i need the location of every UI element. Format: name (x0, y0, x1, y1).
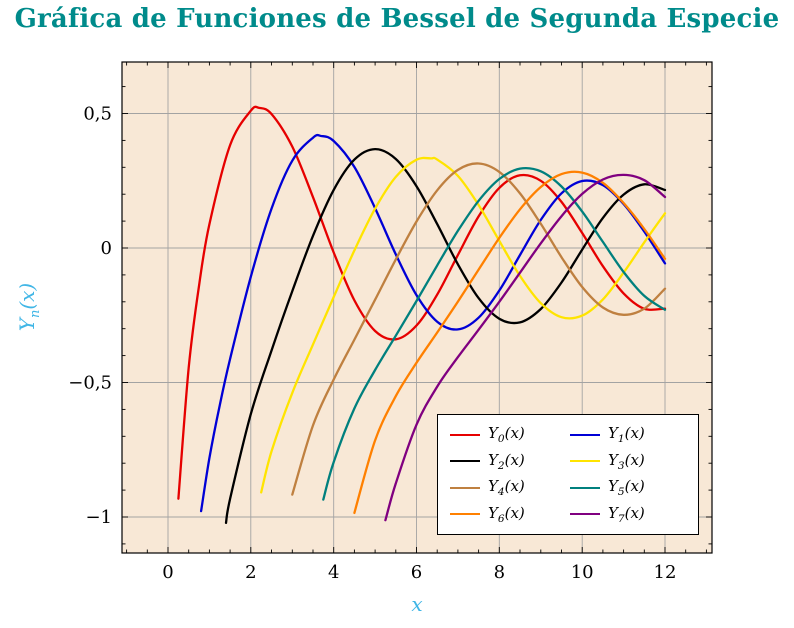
legend-swatch (570, 486, 600, 489)
y-tick-label: 0 (101, 238, 112, 259)
legend-swatch (570, 433, 600, 436)
x-tick-label: 4 (328, 562, 339, 583)
legend-swatch (450, 460, 480, 463)
axis-frame (121, 61, 713, 554)
legend-label: Y2(x) (488, 450, 525, 472)
legend-item-Y5: Y5(x) (570, 477, 686, 498)
legend-swatch (450, 433, 480, 436)
legend-label: Y7(x) (608, 503, 645, 525)
legend-item-Y6: Y6(x) (450, 504, 566, 525)
curve-Y3 (260, 156, 667, 494)
legend-swatch (570, 460, 600, 463)
legend-swatch (450, 486, 480, 489)
legend-label: Y5(x) (608, 477, 645, 499)
y-tick-label: 0,5 (83, 104, 112, 125)
legend-item-Y3: Y3(x) (570, 451, 686, 472)
x-tick-label: 10 (571, 562, 594, 583)
y-axis-label-rest: (x) (15, 282, 39, 310)
legend-label: Y3(x) (608, 450, 645, 472)
x-axis-label: x (357, 592, 477, 616)
legend-label: Y0(x) (488, 424, 525, 446)
legend-item-Y2: Y2(x) (450, 451, 566, 472)
curve-Y2 (224, 147, 667, 525)
legend-label: Y4(x) (488, 477, 525, 499)
curve-Y1 (199, 133, 667, 513)
curve-Y4 (291, 162, 667, 496)
curve-Y7 (384, 173, 667, 522)
y-axis-label-subscript: n (28, 309, 43, 319)
legend-item-Y7: Y7(x) (570, 504, 686, 525)
legend-swatch (570, 513, 600, 516)
y-tick-label: −1 (85, 507, 112, 528)
x-tick-label: 8 (494, 562, 505, 583)
legend-label: Y6(x) (488, 503, 525, 525)
x-tick-label: 6 (411, 562, 422, 583)
legend-swatch (450, 513, 480, 516)
x-axis-label-text: x (411, 592, 423, 616)
legend: Y0(x) Y1(x) Y2(x) Y3(x) Y4(x) Y5(x) Y6(x) Y7(x) (437, 414, 699, 535)
curve-Y5 (322, 166, 667, 501)
legend-item-Y4: Y4(x) (450, 477, 566, 498)
curve-Y0 (177, 105, 667, 500)
x-tick-label: 0 (162, 562, 173, 583)
legend-label: Y1(x) (608, 424, 645, 446)
y-tick-label: −0,5 (68, 373, 112, 394)
y-axis-label-base: Y (15, 318, 39, 332)
legend-item-Y1: Y1(x) (570, 424, 686, 445)
legend-item-Y0: Y0(x) (450, 424, 566, 445)
x-tick-label: 2 (245, 562, 256, 583)
y-axis-label: Yn(x) (15, 246, 45, 368)
curve-Y6 (353, 170, 667, 515)
x-tick-label: 12 (654, 562, 677, 583)
chart-title: Gráfica de Funciones de Bessel de Segund… (14, 4, 780, 34)
